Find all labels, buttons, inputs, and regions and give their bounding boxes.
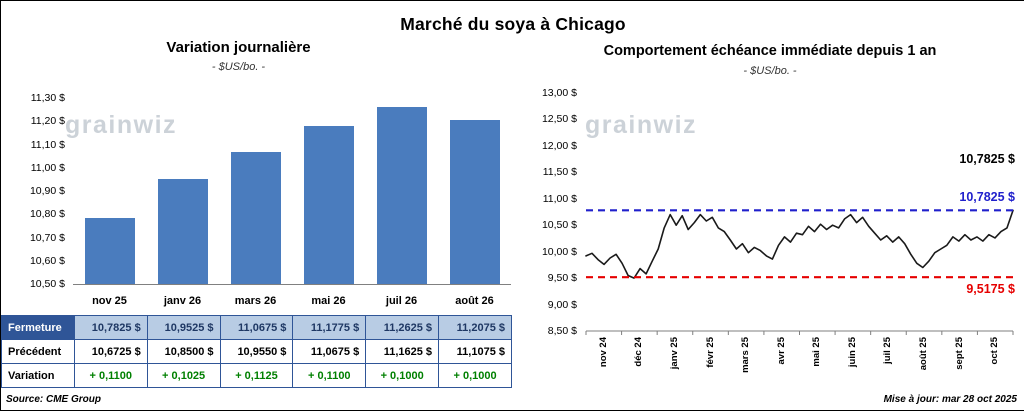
bar-y-tick-label: 11,00 $ (30, 161, 65, 174)
table-cell: + 0,1100 (292, 363, 367, 388)
line-y-tick-label: 11,50 $ (542, 166, 577, 179)
bar-y-tick-label: 11,20 $ (30, 115, 65, 128)
line-x-label: mai 25 (811, 337, 823, 367)
price-bar (84, 218, 135, 284)
bar-x-label: nov 25 (92, 295, 127, 307)
line-y-tick-label: 11,00 $ (542, 192, 577, 205)
grainwiz-watermark: grainwiz (65, 111, 178, 139)
line-x-label: oct 25 (989, 337, 1001, 365)
grainwiz-watermark: grainwiz (585, 111, 698, 139)
table-cell: 10,9525 $ (146, 315, 221, 340)
price-bar (376, 106, 427, 284)
bar-x-label: janv 26 (163, 295, 202, 307)
line-y-tick-label: 8,50 $ (547, 325, 577, 337)
close-reference-annotation: 10,7825 $ (959, 190, 1015, 204)
table-cell: 10,9550 $ (219, 339, 294, 364)
bar-x-label: juil 26 (385, 295, 418, 307)
bar-y-tick-label: 11,30 $ (30, 92, 65, 104)
line-chart-subtitle: - $US/bo. - (743, 65, 797, 77)
line-y-tick-label: 9,00 $ (547, 298, 577, 311)
table-cell: 11,1775 $ (292, 315, 367, 340)
line-y-tick-label: 12,00 $ (541, 139, 577, 152)
table-cell: + 0,1100 (73, 363, 148, 388)
last-price-annotation: 10,7825 $ (959, 152, 1015, 166)
bar-y-tick-label: 11,10 $ (30, 138, 65, 151)
table-row-précédent: Précédent 10,6725 $10,8500 $10,9550 $11,0… (1, 339, 512, 364)
table-cell: + 0,1125 (219, 363, 294, 388)
page-title: Marché du soya à Chicago (400, 14, 626, 34)
price-table: Fermeture 10,7825 $10,9525 $11,0675 $11,1… (1, 315, 512, 388)
table-cell: 11,0675 $ (292, 339, 367, 364)
bar-x-label: août 26 (455, 295, 494, 307)
price-bar (303, 126, 354, 284)
price-line (585, 209, 1014, 279)
table-cell: + 0,1000 (365, 363, 440, 388)
price-bar (449, 119, 500, 284)
bar-chart-plot (73, 98, 511, 285)
line-x-label: sept 25 (953, 337, 965, 370)
table-cell: 10,7825 $ (73, 315, 148, 340)
row-label: Précédent (1, 339, 75, 364)
line-x-label: déc 24 (633, 337, 645, 367)
line-y-tick-label: 9,50 $ (547, 272, 577, 285)
line-y-tick-label: 13,00 $ (541, 87, 577, 99)
table-cell: 11,1075 $ (438, 339, 512, 364)
bar-x-label: mars 26 (234, 295, 277, 307)
table-cell: + 0,1025 (146, 363, 221, 388)
low-reference-annotation: 9,5175 $ (966, 282, 1015, 296)
line-chart-title: Comportement échéance immédiate depuis 1… (603, 43, 937, 59)
bar-chart-subtitle: - $US/bo. - (211, 61, 266, 73)
bar-y-tick-label: 10,70 $ (29, 231, 65, 244)
line-y-tick-label: 10,50 $ (541, 219, 577, 232)
table-cell: 11,2625 $ (365, 315, 440, 340)
table-row-variation: Variation + 0,1100 + 0,1025 + 0,1125 + 0,110… (1, 363, 512, 388)
table-cell: 11,0675 $ (219, 315, 294, 340)
bar-y-tick-label: 10,60 $ (29, 254, 65, 267)
update-note: Mise à jour: mar 28 oct 2025 (883, 394, 1017, 405)
line-y-tick-label: 12,50 $ (541, 113, 577, 126)
line-y-tick-label: 10,00 $ (541, 245, 577, 258)
line-x-label: juin 25 (846, 337, 858, 368)
bar-y-tick-label: 10,90 $ (29, 185, 65, 197)
bar-y-tick-label: 10,50 $ (29, 278, 65, 290)
line-x-label: févr 25 (704, 337, 716, 368)
table-cell: 10,8500 $ (146, 339, 221, 364)
table-cell: + 0,1000 (438, 363, 512, 388)
table-row-fermeture: Fermeture 10,7825 $10,9525 $11,0675 $11,1… (1, 315, 512, 340)
line-x-label: août 25 (918, 337, 930, 371)
line-x-label: avr 25 (775, 337, 787, 365)
row-label: Variation (1, 363, 75, 388)
bar-x-label: mai 26 (311, 295, 346, 307)
line-chart-plot (585, 209, 1014, 335)
bar-y-tick-label: 10,80 $ (29, 208, 65, 221)
line-x-label: janv 25 (668, 337, 680, 370)
price-bar (230, 152, 281, 284)
table-cell: 10,6725 $ (73, 339, 148, 364)
table-cell: 11,1625 $ (365, 339, 440, 364)
source-note: Source: CME Group (6, 394, 102, 405)
price-bar (157, 178, 208, 284)
line-x-label: nov 24 (597, 337, 609, 368)
table-cell: 11,2075 $ (438, 315, 512, 340)
bar-chart-title: Variation journalière (166, 39, 311, 56)
row-label: Fermeture (1, 315, 75, 340)
line-x-label: mars 25 (740, 337, 752, 373)
line-x-label: juil 25 (882, 337, 894, 364)
